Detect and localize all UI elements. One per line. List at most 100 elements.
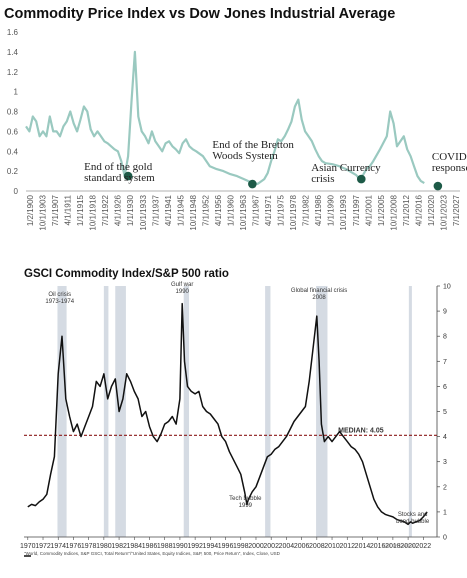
chart-2-title: GSCI Commodity Index/S&P 500 ratio — [24, 268, 229, 280]
x-tick-label: 7/1/2012 — [402, 194, 411, 226]
x-tick-label: 10/1/1993 — [339, 194, 348, 230]
x-tick-label: 2000 — [248, 543, 264, 550]
event-annotation-line: Asian Currency — [311, 162, 381, 174]
chart-2-footnote: "World, Commodity Indices, S&P GSCI, Tot… — [24, 551, 280, 556]
x-tick-label: 1992 — [187, 543, 203, 550]
x-tick-label: 1/1/1930 — [126, 194, 135, 226]
x-tick-label: 10/1/1933 — [139, 194, 148, 230]
event-annotation-line: Stocks and — [398, 512, 428, 518]
x-tick-label: 1/1/2020 — [427, 194, 436, 226]
x-tick-label: 4/1/1911 — [64, 194, 73, 225]
y-tick-label: 1.6 — [7, 28, 19, 37]
x-tick-label: 4/1/1986 — [314, 194, 323, 226]
x-tick-label: 10/1/1978 — [289, 194, 298, 230]
x-tick-label: 7/1/1922 — [101, 194, 110, 226]
x-tick-label: 1988 — [157, 543, 173, 550]
x-tick-label: 2008 — [309, 543, 325, 550]
x-tick-label: 4/1/1926 — [114, 194, 123, 226]
x-tick-label: 1980 — [96, 543, 112, 550]
x-tick-label: 1/1/1990 — [327, 194, 336, 226]
x-tick-label: 2012 — [339, 543, 355, 550]
x-tick-label: 2004 — [279, 543, 295, 550]
event-annotation-line: Tech bubble — [229, 496, 262, 502]
event-annotation-line: 1999 — [239, 503, 253, 509]
y-tick-label: 5 — [443, 409, 447, 416]
x-tick-label: 1/1/2005 — [377, 194, 386, 226]
event-annotation-line: Oil crisis — [48, 292, 71, 298]
event-marker — [433, 181, 443, 191]
x-tick-label: 7/1/1997 — [352, 194, 361, 226]
x-tick-label: 7/1/1952 — [201, 194, 210, 226]
event-marker — [248, 179, 257, 189]
y-tick-label: 0.8 — [7, 108, 19, 117]
x-tick-label: 7/1/1937 — [151, 194, 160, 226]
x-tick-label: 1982 — [111, 543, 127, 550]
chart-1-title: Commodity Price Index vs Dow Jones Indus… — [4, 6, 396, 22]
x-tick-label: 1994 — [203, 543, 219, 550]
x-tick-label: 7/1/1907 — [51, 194, 60, 226]
recession-band — [265, 286, 271, 537]
y-tick-label: 1 — [443, 509, 447, 516]
x-tick-label: 7/1/2027 — [452, 194, 461, 226]
event-annotation-line: bond bubble — [396, 519, 430, 525]
x-tick-label: 2014 — [355, 543, 371, 550]
x-tick-label: 1/1/1960 — [226, 194, 235, 226]
x-tick-label: 1996 — [218, 543, 234, 550]
x-tick-label: 7/1/1982 — [302, 194, 311, 226]
x-tick-label: 10/1/2023 — [439, 194, 448, 230]
event-annotation-line: Woods System — [212, 150, 278, 162]
gsci-sp500-chart-panel: 0 1 2 3 4 5 6 7 8 9 10 1970 1972 1974 1976 1978 1980 1982… — [0, 259, 467, 578]
x-tick-label: 1986 — [142, 543, 158, 550]
recession-band — [115, 286, 126, 537]
recession-band — [408, 286, 412, 537]
x-tick-label: 1972 — [35, 543, 51, 550]
y-tick-label: 0 — [443, 535, 447, 542]
x-tick-label: 4/1/1941 — [164, 194, 173, 226]
series-line — [27, 302, 428, 526]
x-tick-label: 1/1/1945 — [176, 194, 185, 226]
chart-2-credit: JUST DRY WEDGE — [382, 544, 416, 548]
y-tick-label: 3 — [443, 459, 447, 466]
y-tick-label: 9 — [443, 309, 447, 316]
x-tick-label: 10/1/1903 — [39, 194, 48, 230]
x-tick-label: 10/1/1918 — [89, 194, 98, 230]
x-tick-label: 2002 — [263, 543, 279, 550]
x-tick-label: 2018 — [385, 543, 401, 550]
event-annotation-line: COVID — [432, 151, 467, 163]
y-tick-label: 2 — [443, 484, 447, 491]
event-annotation-line: standard system — [84, 172, 155, 184]
event-marker — [123, 171, 133, 181]
x-tick-label: 2010 — [324, 543, 340, 550]
x-tick-label: 7/1/1967 — [252, 194, 261, 226]
x-tick-label: 2022 — [416, 543, 432, 550]
x-tick-label: 1/1/1915 — [76, 194, 85, 226]
y-tick-label: 6 — [443, 384, 447, 391]
x-tick-label: 4/1/2016 — [414, 194, 423, 226]
x-tick-label: 1984 — [126, 543, 142, 550]
x-tick-label: 1974 — [50, 543, 66, 550]
x-tick-label: 2006 — [294, 543, 310, 550]
x-tick-label: 1978 — [81, 543, 97, 550]
gsci-sp500-chart: 0 1 2 3 4 5 6 7 8 9 10 1970 1972 1974 1976 1978 1980 1982… — [20, 282, 451, 557]
y-tick-label: 0.4 — [7, 147, 19, 156]
x-tick-label: 1/1/1975 — [277, 194, 286, 226]
y-tick-label: 10 — [443, 284, 451, 291]
x-tick-label: 1976 — [66, 543, 82, 550]
event-annotation-line: 1973-1974 — [45, 299, 74, 305]
x-tick-label: 4/1/2001 — [364, 194, 373, 226]
event-annotation-line: Gulf war — [171, 282, 193, 288]
recession-band — [103, 286, 109, 537]
y-tick-label: 1 — [14, 88, 19, 97]
y-tick-label: 7 — [443, 359, 447, 366]
x-tick-label: 10/1/2008 — [389, 194, 398, 230]
